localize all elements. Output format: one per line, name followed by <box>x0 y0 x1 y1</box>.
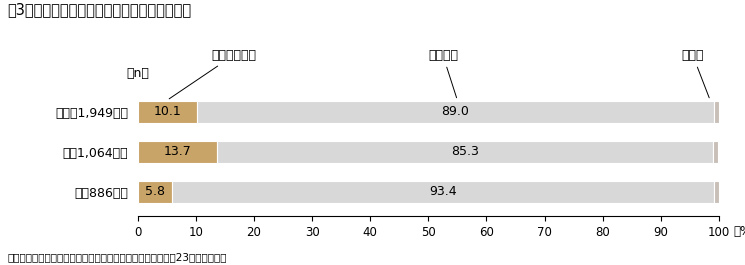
Text: 図3　交際相手からの被害経験の有無（性別）: 図3 交際相手からの被害経験の有無（性別） <box>7 3 191 18</box>
Bar <box>218 141 713 163</box>
Bar <box>171 181 714 203</box>
Text: 5.8: 5.8 <box>145 186 165 198</box>
Text: 13.7: 13.7 <box>164 145 191 158</box>
Text: あった（計）: あった（計） <box>169 49 256 99</box>
Bar <box>138 141 218 163</box>
Text: 93.4: 93.4 <box>429 186 457 198</box>
Text: 無回答: 無回答 <box>682 49 709 98</box>
Text: （備考）内閣府「男女間における暴力に関する調査」（平成23年）より作成: （備考）内閣府「男女間における暴力に関する調査」（平成23年）より作成 <box>7 252 227 262</box>
Text: 85.3: 85.3 <box>451 145 479 158</box>
Bar <box>714 181 719 203</box>
Bar <box>714 101 719 123</box>
Text: （%）: （%） <box>733 225 745 238</box>
Text: 10.1: 10.1 <box>153 105 181 118</box>
Text: なかった: なかった <box>428 49 458 98</box>
Bar <box>713 141 718 163</box>
Text: 89.0: 89.0 <box>441 105 469 118</box>
Bar <box>138 181 171 203</box>
Bar <box>138 101 197 123</box>
Bar <box>197 101 714 123</box>
Text: （n）: （n） <box>127 67 149 80</box>
